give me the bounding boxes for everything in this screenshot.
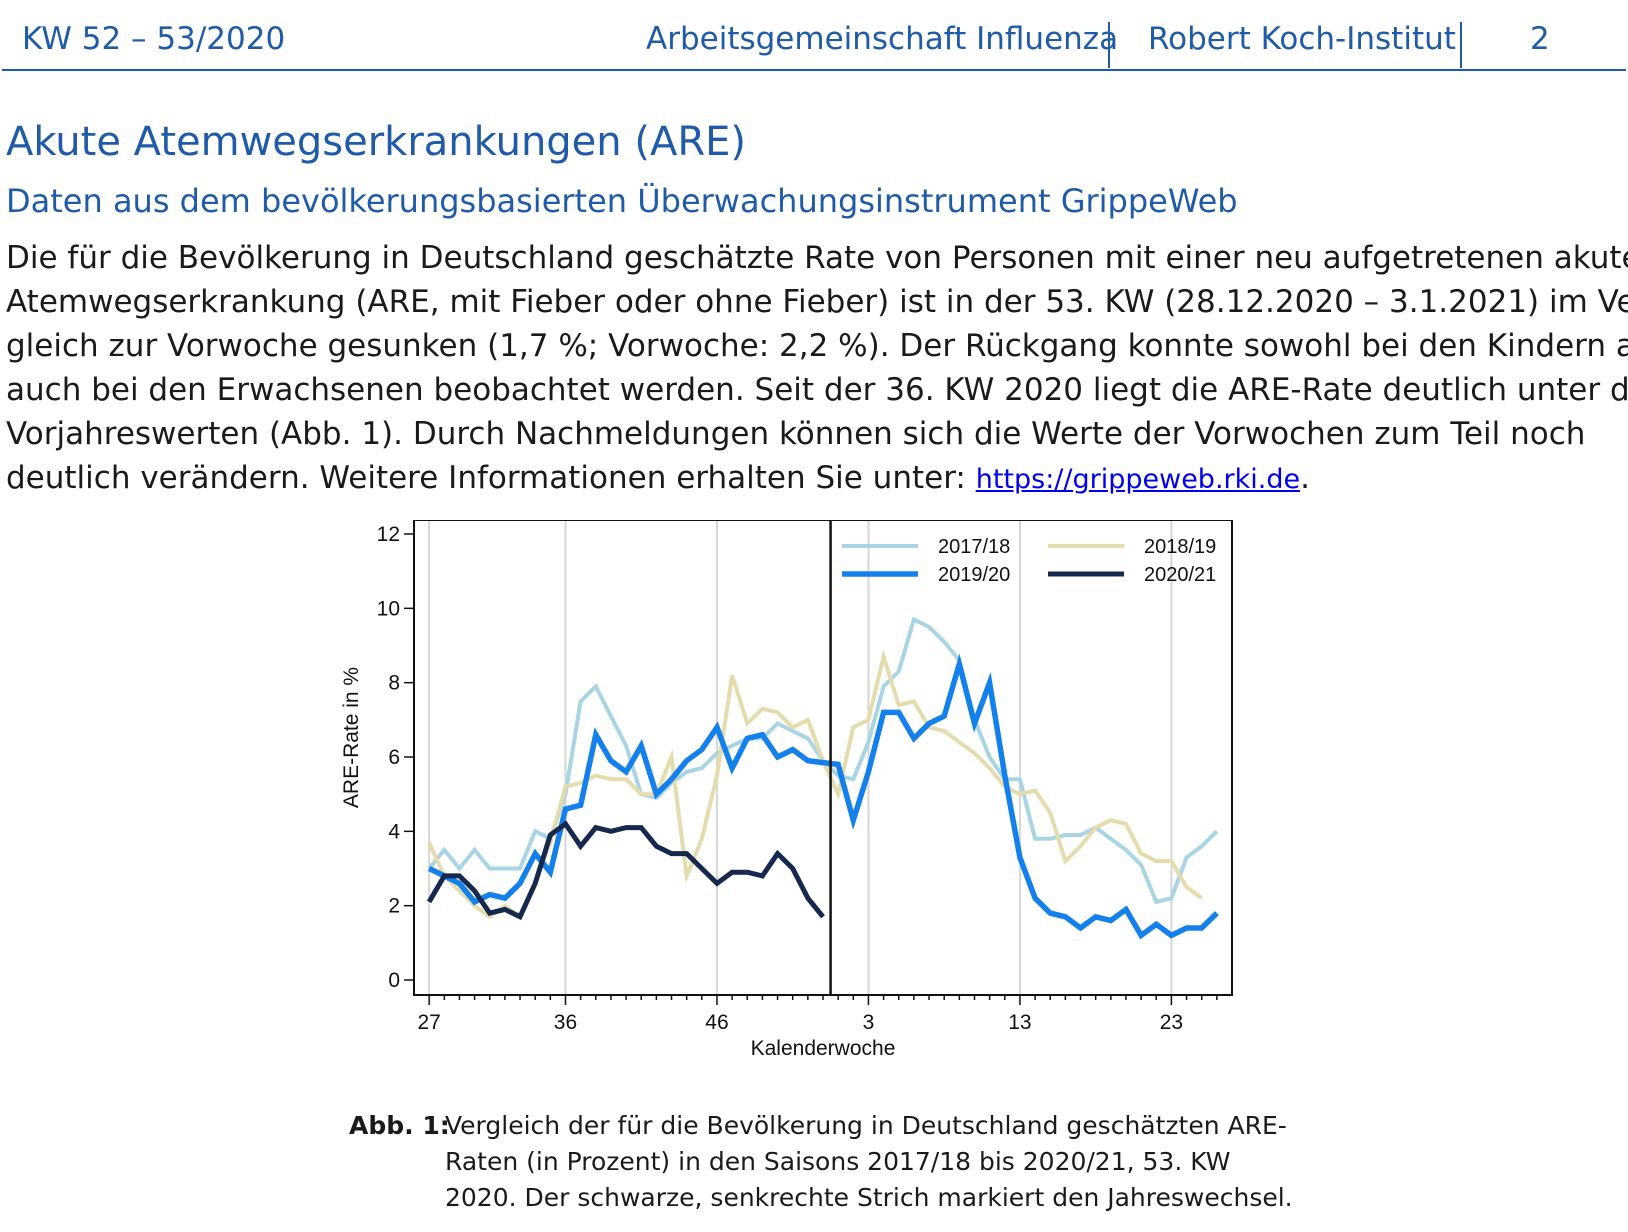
x-tick-label: 27 <box>417 1011 440 1034</box>
legend-label: 2019/20 <box>938 564 1010 586</box>
x-tick-label: 3 <box>863 1011 875 1034</box>
page-number: 2 <box>1530 21 1550 57</box>
y-tick-label: 0 <box>388 969 400 992</box>
paragraph-text: deutlich verändern. Weitere Informatione… <box>6 460 976 496</box>
series-line-2020-21 <box>426 820 825 921</box>
issue-label: KW 52 – 53/2020 <box>22 21 286 57</box>
series-line-2019-20 <box>427 653 1219 940</box>
body-paragraph: Die für die Bevölkerung in Deutschland g… <box>6 236 1628 500</box>
section-title: Akute Atemwegserkrankungen (ARE) <box>6 119 746 165</box>
paragraph-line: Vorjahreswerten (Abb. 1). Durch Nachmeld… <box>6 416 1586 452</box>
y-tick-label: 2 <box>388 895 400 918</box>
y-tick-label: 6 <box>388 746 400 769</box>
header-separator <box>1108 22 1110 68</box>
caption-line: Vergleich der für die Bevölkerung in Deu… <box>445 1111 1287 1140</box>
y-tick-label: 8 <box>388 672 400 695</box>
header-rule <box>2 69 1626 71</box>
paragraph-last-line: deutlich verändern. Weitere Informatione… <box>6 456 1628 500</box>
x-tick-label: 36 <box>554 1011 577 1034</box>
y-tick-label: 10 <box>377 597 400 620</box>
header-separator <box>1460 22 1462 68</box>
paragraph-end: . <box>1300 460 1310 496</box>
x-tick-label: 46 <box>705 1011 728 1034</box>
paragraph-line: gleich zur Vorwoche gesunken (1,7 %; Vor… <box>6 328 1628 364</box>
group-name: Arbeitsgemeinschaft Influenza <box>646 21 1119 57</box>
caption-label: Abb. 1: <box>349 1111 450 1140</box>
section-subtitle: Daten aus dem bevölkerungsbasierten Über… <box>6 182 1238 220</box>
paragraph-line: auch bei den Erwachsenen beobachtet werd… <box>6 372 1628 408</box>
x-tick-label: 23 <box>1160 1011 1183 1034</box>
x-tick-label: 13 <box>1008 1011 1031 1034</box>
y-axis-title: ARE-Rate in % <box>340 667 363 808</box>
legend-label: 2020/21 <box>1144 564 1216 586</box>
series-line-2018-19 <box>427 649 1203 920</box>
paragraph-line: Die für die Bevölkerung in Deutschland g… <box>6 240 1628 276</box>
institute-name: Robert Koch-Institut <box>1148 21 1456 57</box>
page-header: KW 52 – 53/2020 Arbeitsgemeinschaft Infl… <box>0 0 1628 72</box>
caption-line: Raten (in Prozent) in den Saisons 2017/1… <box>445 1147 1231 1176</box>
paragraph-line: Atemwegserkrankung (ARE, mit Fieber oder… <box>6 284 1628 320</box>
x-axis-title: Kalenderwoche <box>751 1037 896 1060</box>
y-tick-label: 12 <box>377 523 400 546</box>
caption-line: 2020. Der schwarze, senkrechte Strich ma… <box>445 1183 1293 1212</box>
y-tick-label: 4 <box>388 820 400 843</box>
legend-label: 2017/18 <box>938 536 1010 558</box>
legend-label: 2018/19 <box>1144 536 1216 558</box>
grippeweb-link[interactable]: https://grippeweb.rki.de <box>975 464 1301 495</box>
